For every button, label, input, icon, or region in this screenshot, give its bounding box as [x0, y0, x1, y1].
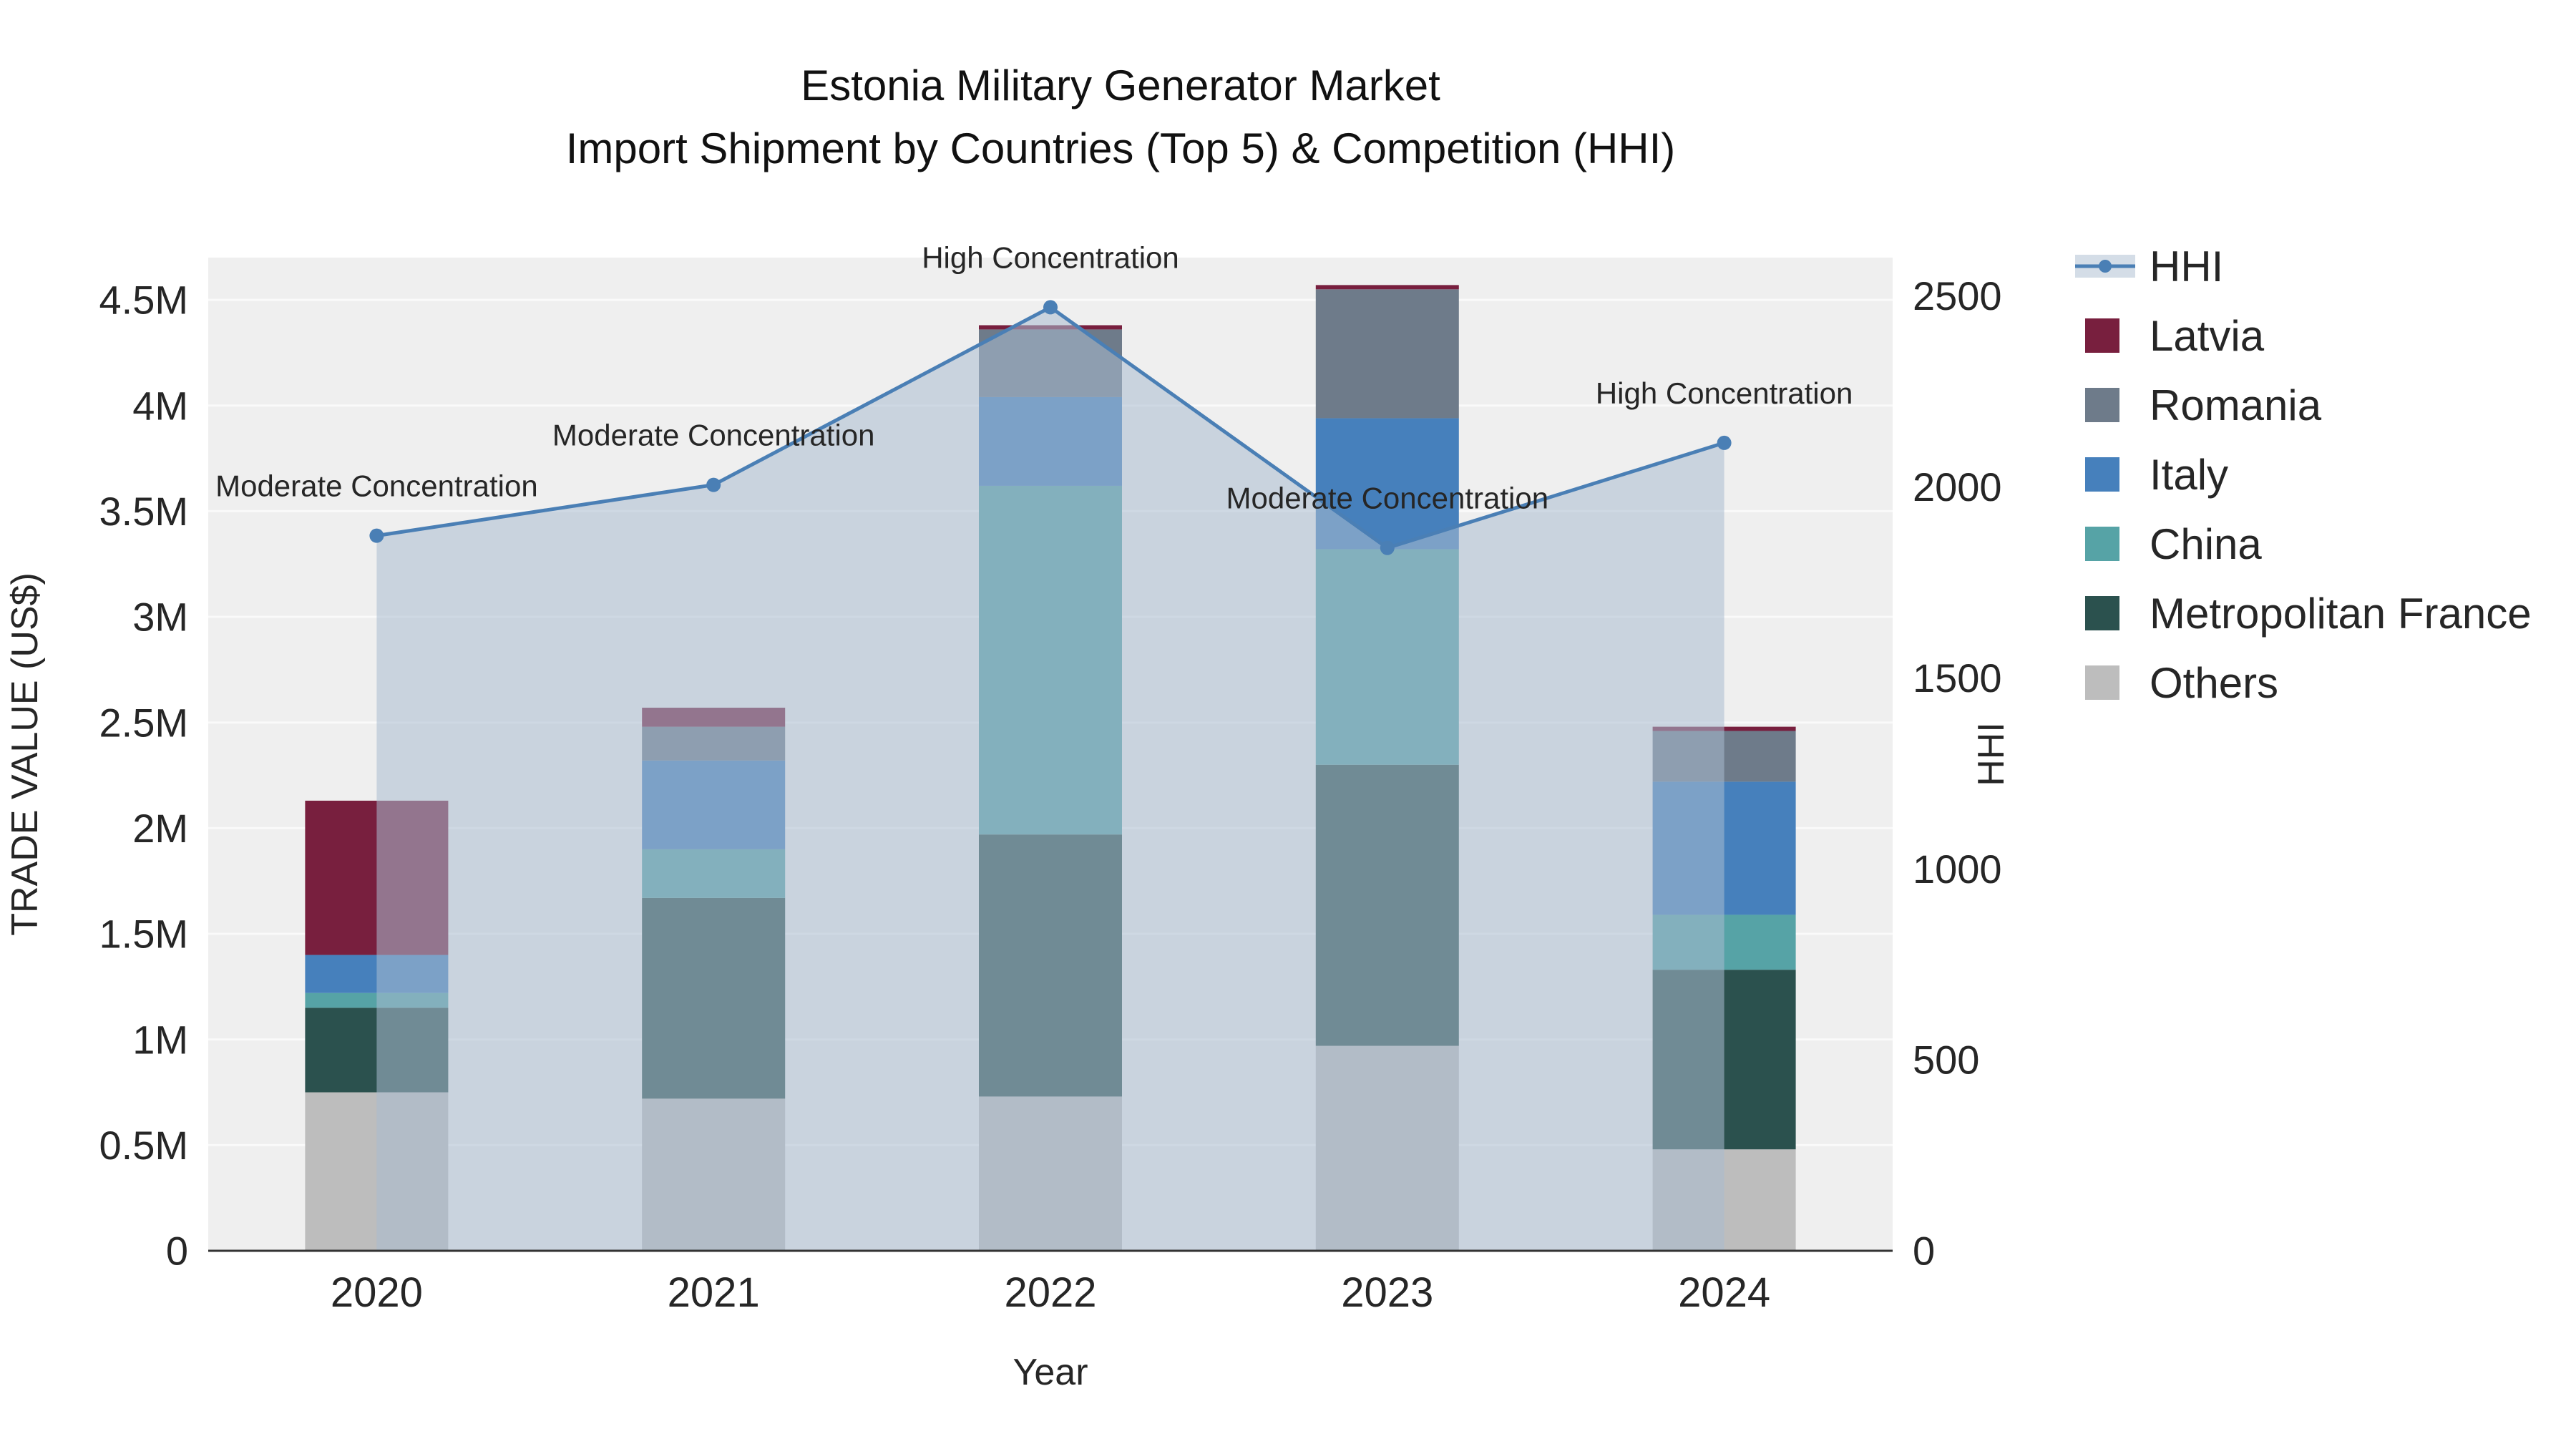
y-left-tick-label: 4.5M: [99, 278, 189, 323]
annotation-label-2022: High Concentration: [922, 240, 1179, 274]
legend-label-metropolitan-france: Metropolitan France: [2150, 590, 2532, 638]
y-left-tick-label: 1M: [132, 1017, 188, 1062]
legend-item-china[interactable]: China: [2085, 520, 2262, 568]
y-left-tick-label: 1.5M: [99, 912, 189, 957]
y-axis-right-title: HHI: [1971, 722, 2012, 786]
annotation-label-2020: Moderate Concentration: [215, 469, 538, 503]
annotation-label-2021: Moderate Concentration: [552, 419, 875, 452]
y-left-tick-label: 4M: [132, 383, 188, 428]
legend-swatch-italy: [2085, 457, 2119, 492]
legend-label-china: China: [2150, 520, 2262, 568]
y-axis-left-title: TRADE VALUE (US$): [4, 572, 46, 936]
y-right-tick-label: 0: [1913, 1229, 1935, 1274]
legend-label-hhi: HHI: [2150, 243, 2223, 291]
legend-label-italy: Italy: [2150, 451, 2228, 499]
hhi-marker-2021: [706, 477, 721, 492]
y-left-tick-label: 3.5M: [99, 489, 189, 534]
y-right-tick-label: 1000: [1913, 847, 2002, 892]
legend-item-hhi[interactable]: HHI: [2075, 243, 2223, 291]
x-axis-title: Year: [1013, 1352, 1088, 1393]
legend-label-latvia: Latvia: [2150, 312, 2265, 360]
y-left-tick-label: 3M: [132, 595, 188, 640]
x-tick-label-2022: 2022: [1004, 1269, 1096, 1316]
x-tick-label-2023: 2023: [1341, 1269, 1433, 1316]
y-left-tick-label: 0.5M: [99, 1123, 189, 1168]
y-right-tick-label: 2000: [1913, 464, 2002, 509]
hhi-marker-2023: [1380, 540, 1395, 555]
legend-swatch-metropolitan-france: [2085, 596, 2119, 630]
annotation-label-2023: Moderate Concentration: [1226, 482, 1548, 515]
legend-swatch-romania: [2085, 388, 2119, 422]
legend-item-others[interactable]: Others: [2085, 659, 2278, 707]
hhi-marker-2022: [1043, 300, 1058, 315]
legend-label-romania: Romania: [2150, 381, 2322, 429]
hhi-marker-2020: [369, 528, 384, 543]
bar-segment-romania-2023: [1315, 289, 1459, 419]
legend-swatch-latvia: [2085, 318, 2119, 353]
legend-hhi-marker-swatch: [2099, 260, 2112, 273]
annotation-label-2024: High Concentration: [1596, 376, 1853, 410]
y-right-tick-label: 500: [1913, 1038, 1979, 1083]
legend-swatch-others: [2085, 665, 2119, 700]
y-right-tick-label: 1500: [1913, 655, 2002, 701]
legend-item-metropolitan-france[interactable]: Metropolitan France: [2085, 590, 2532, 638]
chart-subtitle: Import Shipment by Countries (Top 5) & C…: [566, 125, 1676, 172]
legend-item-latvia[interactable]: Latvia: [2085, 312, 2265, 360]
legend-item-italy[interactable]: Italy: [2085, 451, 2228, 499]
x-tick-label-2021: 2021: [668, 1269, 760, 1316]
y-left-tick-label: 2.5M: [99, 700, 189, 745]
legend-swatch-china: [2085, 527, 2119, 561]
bar-segment-latvia-2023: [1315, 285, 1459, 290]
y-left-tick-label: 2M: [132, 806, 188, 851]
legend-label-others: Others: [2150, 659, 2278, 707]
x-tick-label-2020: 2020: [331, 1269, 423, 1316]
hhi-area-fill: [376, 307, 1724, 1251]
y-right-tick-label: 2500: [1913, 273, 2002, 318]
legend-item-romania[interactable]: Romania: [2085, 381, 2322, 429]
chart-title: Estonia Military Generator Market: [801, 62, 1440, 109]
y-left-tick-label: 0: [166, 1229, 188, 1274]
x-tick-label-2024: 2024: [1678, 1269, 1770, 1316]
hhi-marker-2024: [1717, 435, 1732, 450]
